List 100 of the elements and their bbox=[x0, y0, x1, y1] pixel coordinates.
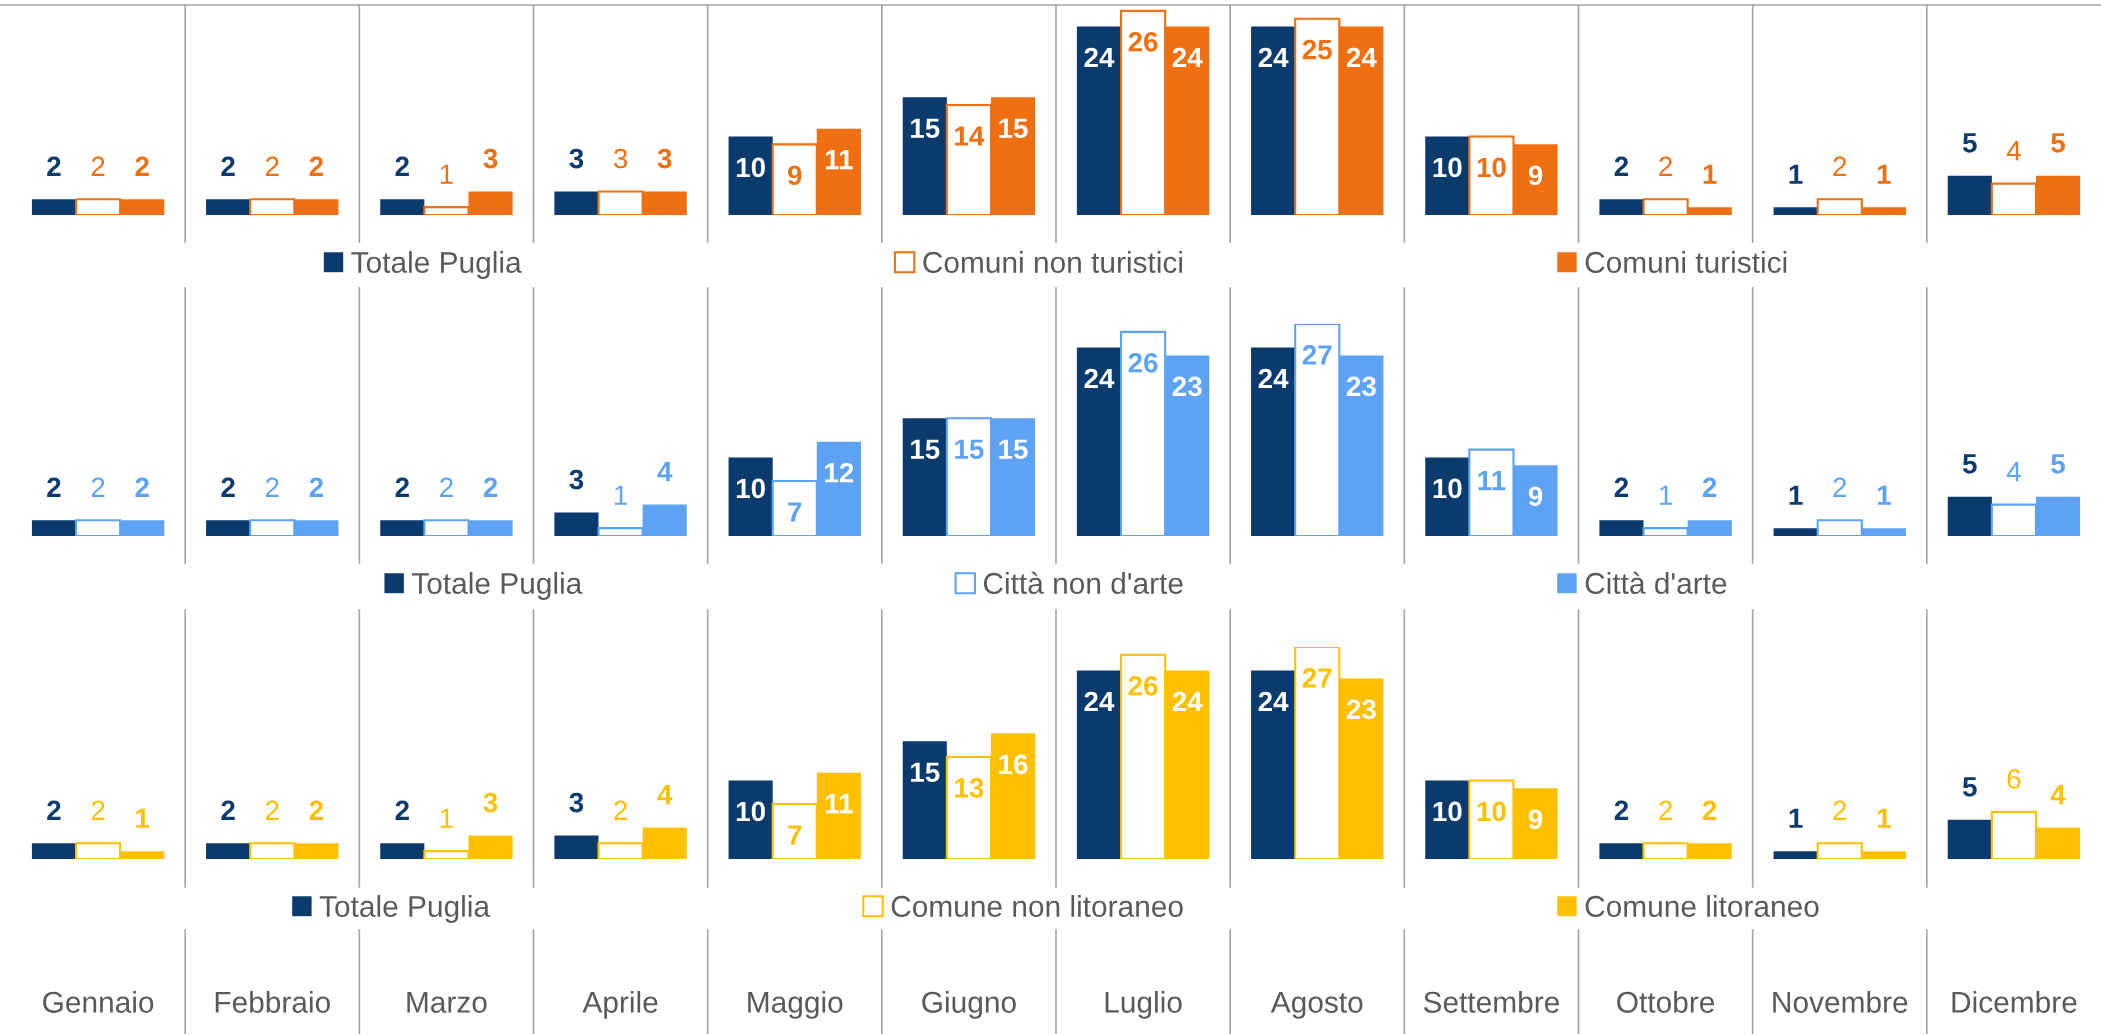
data-label: 23 bbox=[1346, 699, 1376, 720]
data-label: 2 bbox=[1833, 800, 1847, 820]
data-label: 2 bbox=[265, 156, 279, 176]
data-label: 9 bbox=[787, 165, 802, 186]
data-label: 3 bbox=[569, 792, 584, 813]
x-tick-label: Dicembre bbox=[1952, 990, 2077, 1013]
data-label: 2 bbox=[1833, 477, 1847, 497]
data-label: 24 bbox=[1084, 47, 1115, 68]
data-label: 4 bbox=[2006, 141, 2021, 161]
data-label: 15 bbox=[911, 118, 940, 139]
data-label: 2 bbox=[47, 477, 61, 497]
bar bbox=[902, 97, 947, 215]
data-label: 2 bbox=[309, 477, 323, 497]
data-label: 2 bbox=[440, 477, 453, 497]
data-label: 2 bbox=[395, 156, 409, 176]
data-label: 5 bbox=[1962, 777, 1977, 797]
data-label: 2 bbox=[47, 156, 61, 176]
data-label: 1 bbox=[440, 164, 453, 184]
data-label: 2 bbox=[135, 156, 149, 176]
data-label: 11 bbox=[825, 794, 853, 814]
data-label: 7 bbox=[788, 825, 802, 845]
data-label: 24 bbox=[1084, 691, 1115, 712]
data-label: 2 bbox=[221, 156, 235, 176]
data-label: 2 bbox=[1659, 156, 1672, 176]
legend-label: Comune non litoraneo bbox=[891, 895, 1183, 918]
bar bbox=[380, 520, 425, 536]
data-label: 2 bbox=[221, 800, 235, 820]
data-label: 1 bbox=[440, 808, 453, 828]
data-label: 11 bbox=[825, 150, 853, 170]
data-label: 2 bbox=[1702, 477, 1717, 497]
data-label: 5 bbox=[1962, 454, 1977, 474]
data-label: 5 bbox=[1962, 133, 1977, 153]
bar bbox=[554, 191, 599, 215]
data-label: 15 bbox=[999, 439, 1028, 460]
bar bbox=[728, 457, 773, 536]
data-label: 2 bbox=[221, 477, 235, 497]
bar bbox=[206, 843, 251, 859]
data-label: 15 bbox=[911, 762, 940, 783]
data-label: 2 bbox=[395, 477, 409, 497]
data-label: 1 bbox=[1659, 485, 1672, 505]
data-label: 2 bbox=[91, 156, 105, 176]
legend-label: Totale Puglia bbox=[351, 251, 522, 279]
bar bbox=[1599, 199, 1644, 215]
bar bbox=[380, 199, 425, 215]
data-label: 2 bbox=[614, 800, 627, 820]
bar bbox=[1947, 819, 1992, 859]
bar bbox=[1599, 520, 1644, 536]
x-tick-label: Novembre bbox=[1773, 990, 1908, 1013]
data-label: 2 bbox=[1614, 800, 1629, 820]
data-label: 10 bbox=[1477, 801, 1506, 822]
bar bbox=[1251, 26, 1296, 215]
data-label: 24 bbox=[1172, 47, 1203, 68]
data-label: 4 bbox=[2006, 462, 2021, 482]
data-label: 26 bbox=[1128, 31, 1158, 52]
x-tick-label: Febbraio bbox=[215, 990, 330, 1013]
data-label: 24 bbox=[1172, 691, 1203, 712]
bar bbox=[1076, 347, 1122, 536]
data-label: 2 bbox=[309, 800, 323, 820]
bar bbox=[31, 843, 77, 859]
data-label: 1 bbox=[1789, 808, 1803, 828]
data-label: 2 bbox=[483, 477, 498, 497]
data-label: 10 bbox=[1433, 478, 1462, 499]
legend-label: Comuni turistici bbox=[1585, 251, 1787, 274]
data-label: 26 bbox=[1128, 675, 1158, 696]
data-label: 2 bbox=[309, 156, 323, 176]
data-label: 7 bbox=[788, 502, 802, 522]
bar bbox=[728, 136, 773, 215]
data-label: 2 bbox=[395, 800, 409, 820]
legend-label: Città non d'arte bbox=[983, 571, 1183, 595]
bar bbox=[1251, 347, 1296, 536]
data-label: 2 bbox=[265, 800, 279, 820]
bar bbox=[1773, 207, 1818, 215]
data-label: 2 bbox=[47, 800, 61, 820]
x-tick-label: Maggio bbox=[748, 990, 843, 1019]
data-label: 9 bbox=[1528, 486, 1543, 507]
bar bbox=[554, 512, 599, 536]
data-label: 15 bbox=[911, 439, 940, 460]
legend-label: Comune litoraneo bbox=[1585, 895, 1819, 918]
data-label: 5 bbox=[2051, 454, 2065, 474]
data-label: 15 bbox=[999, 118, 1028, 139]
bar bbox=[554, 835, 599, 859]
bar bbox=[1425, 457, 1470, 536]
data-label: 16 bbox=[999, 754, 1028, 775]
data-label: 6 bbox=[2007, 769, 2021, 789]
data-label: 1 bbox=[136, 808, 150, 828]
bar bbox=[206, 199, 251, 215]
x-tick-label: Marzo bbox=[407, 992, 487, 1013]
bar bbox=[1251, 670, 1296, 859]
bar bbox=[31, 520, 77, 536]
data-label: 3 bbox=[613, 148, 628, 169]
data-label: 2 bbox=[91, 800, 105, 820]
legend-label: Comuni non turistici bbox=[923, 251, 1182, 274]
bar bbox=[902, 741, 947, 859]
data-label: 2 bbox=[1659, 800, 1672, 820]
legend-label: Totale Puglia bbox=[319, 895, 491, 923]
data-label: 26 bbox=[1128, 352, 1158, 373]
data-label: 11 bbox=[1478, 471, 1506, 491]
bar bbox=[1773, 528, 1818, 536]
bar bbox=[1076, 670, 1122, 859]
data-label: 3 bbox=[569, 469, 584, 490]
